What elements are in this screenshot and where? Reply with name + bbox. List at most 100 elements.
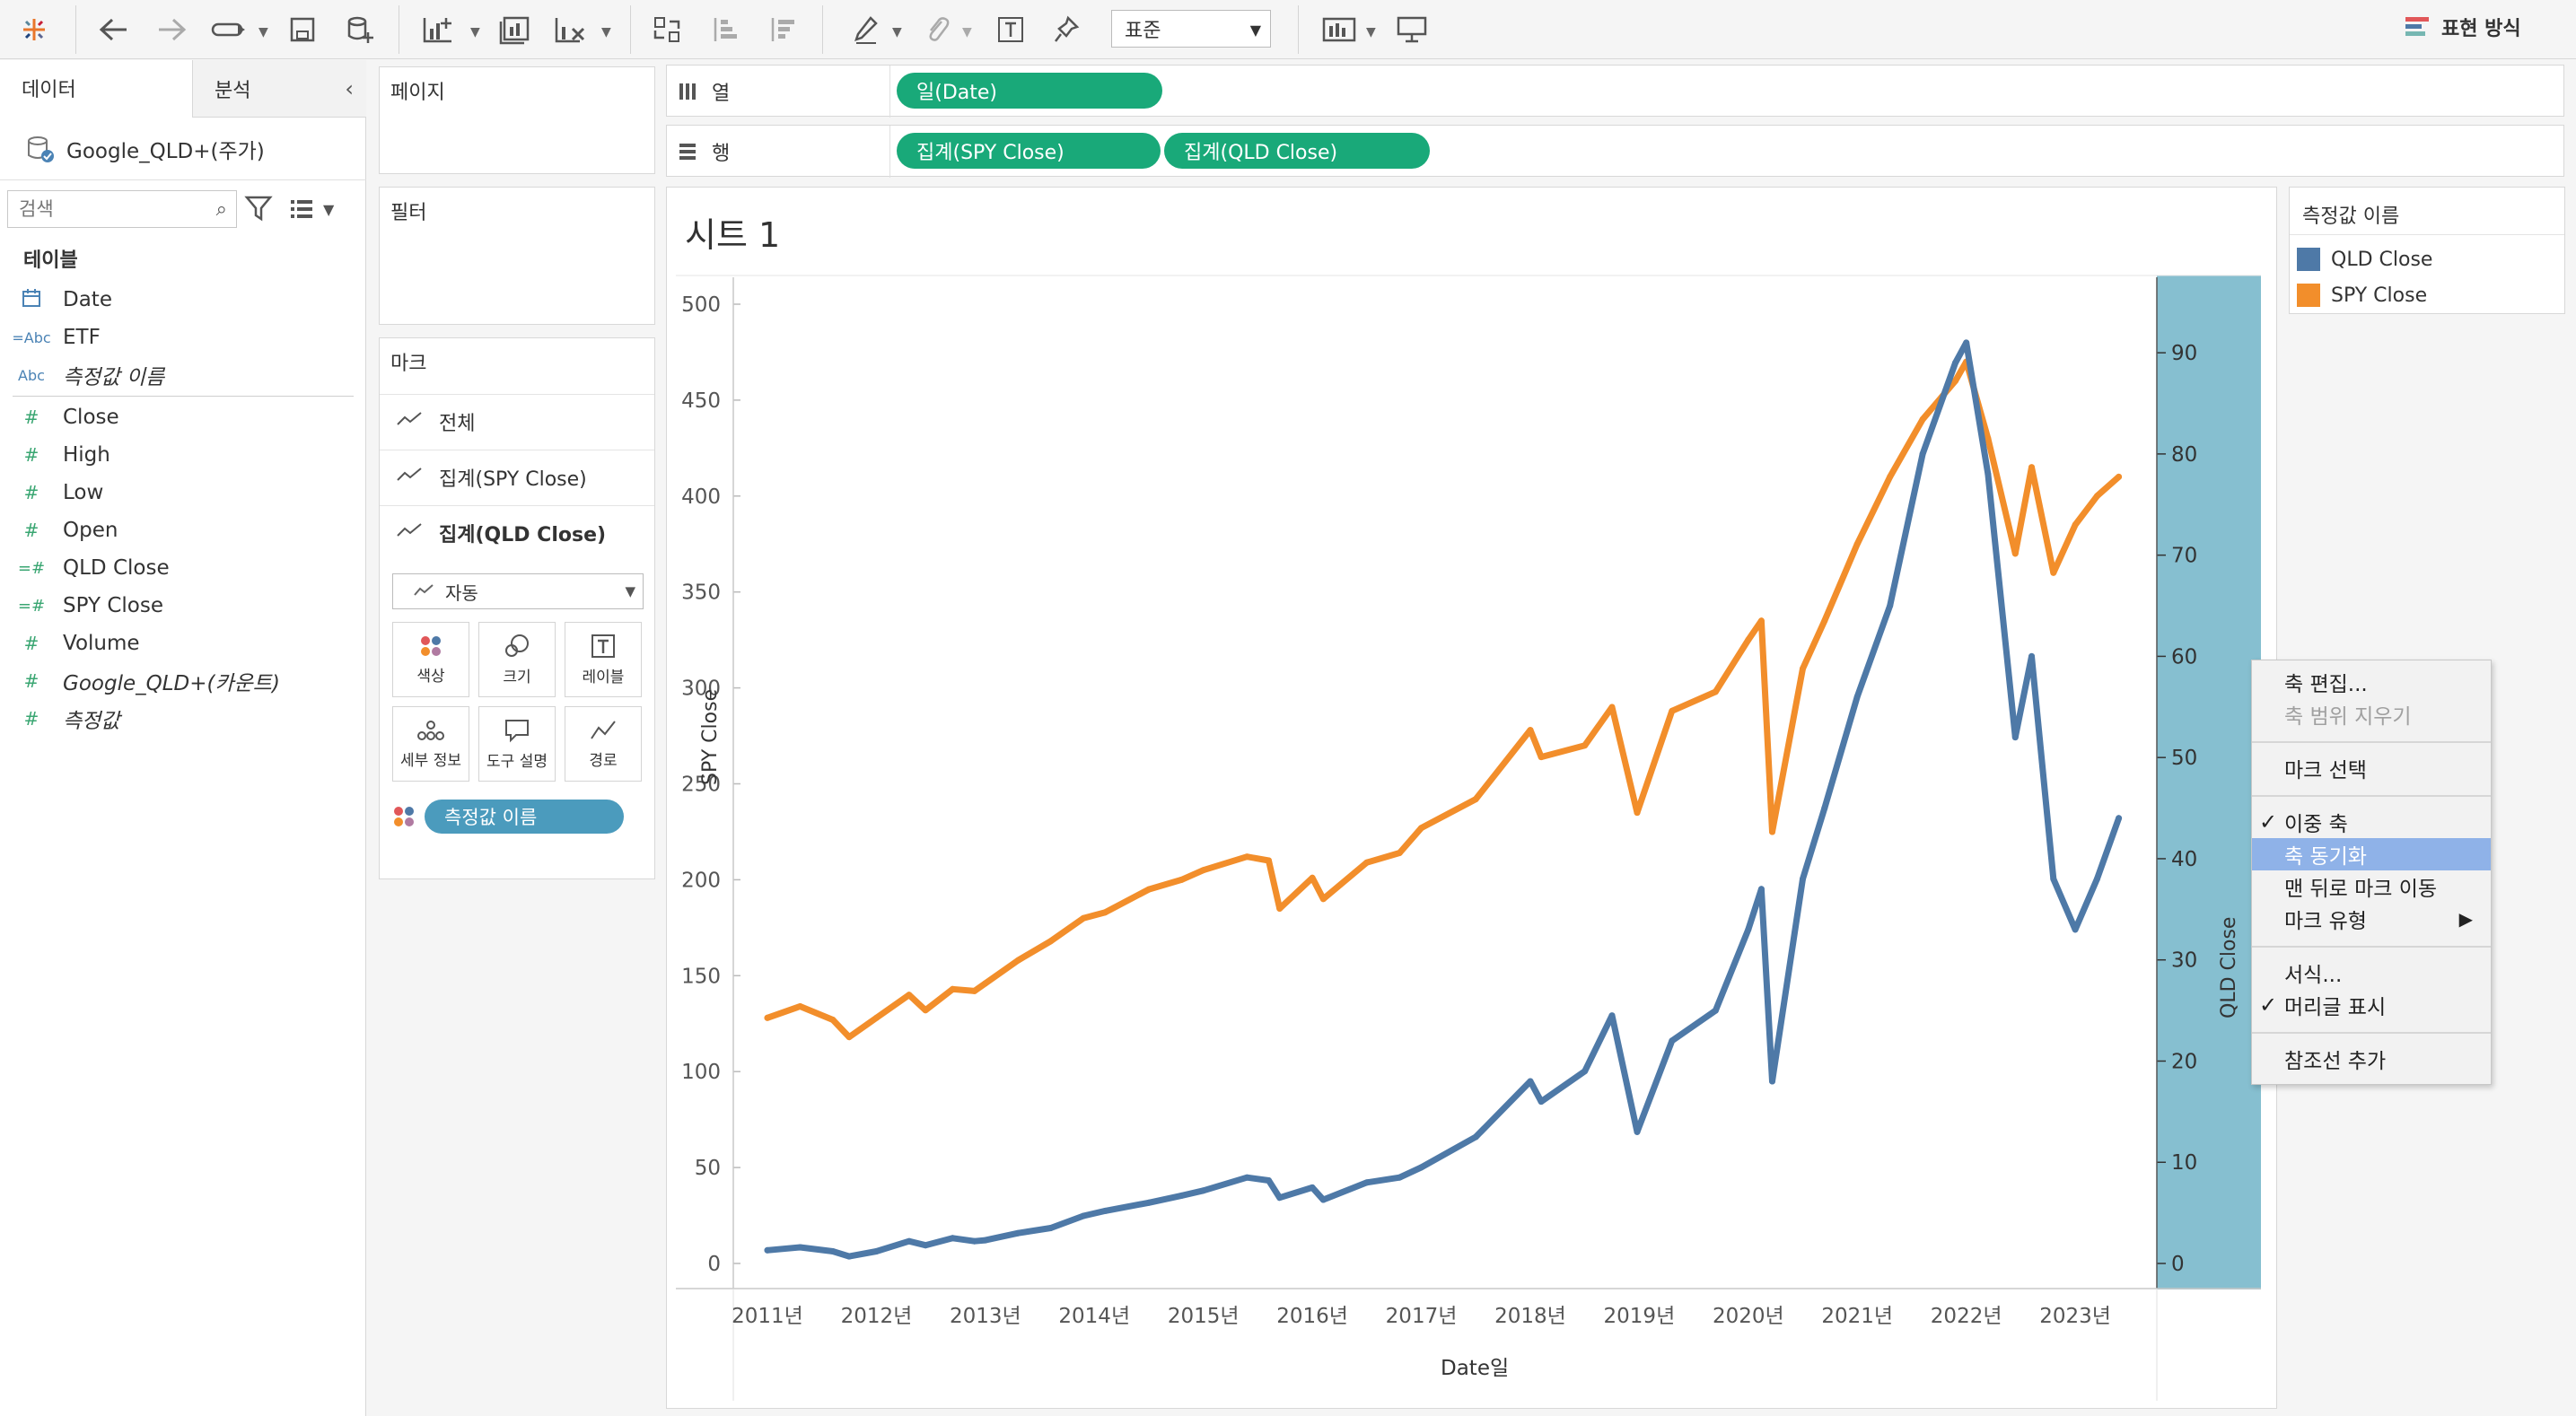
clear-sheet-icon[interactable] xyxy=(549,9,591,50)
rows-shelf[interactable]: 행 집계(SPY Close) 집계(QLD Close) xyxy=(666,125,2564,178)
tableau-logo-icon[interactable] xyxy=(16,9,52,50)
checkmark-icon: ✓ xyxy=(2259,992,2278,1018)
chevron-down-icon[interactable]: ▼ xyxy=(601,25,611,39)
pages-card[interactable]: 페이지 xyxy=(379,66,655,174)
presentation-mode-icon[interactable] xyxy=(1391,9,1433,50)
chevron-down-icon: ▼ xyxy=(1249,22,1261,39)
field-qld-close[interactable]: =# QLD Close xyxy=(0,550,359,586)
data-point xyxy=(1634,1128,1641,1135)
new-worksheet-icon[interactable] xyxy=(416,9,460,50)
worksheet-view: 시트 1 0 50 100 150 200 250 300 350 400 450 500 0 10 20… xyxy=(666,187,2277,1409)
date-pill[interactable]: 일(Date) xyxy=(897,73,1162,109)
qld-close-pill[interactable]: 집계(QLD Close) xyxy=(1164,133,1430,169)
menu-mark-type[interactable]: 마크 유형 ▶ xyxy=(2252,903,2491,935)
field-volume[interactable]: # Volume xyxy=(0,625,359,661)
sort-descending-icon[interactable] xyxy=(763,9,802,50)
y2-tick-label: 0 xyxy=(2171,1253,2185,1276)
search-input[interactable] xyxy=(19,198,198,220)
legend-item-qld[interactable]: QLD Close xyxy=(2297,243,2432,275)
data-point xyxy=(1527,727,1534,734)
legend-item-spy[interactable]: SPY Close xyxy=(2297,279,2427,311)
data-point xyxy=(1608,704,1616,711)
menu-add-reference-line[interactable]: 참조선 추가 xyxy=(2252,1043,2491,1075)
group-paperclip-icon[interactable] xyxy=(919,9,955,50)
data-point xyxy=(1266,857,1272,864)
duplicate-sheet-icon[interactable] xyxy=(494,9,535,50)
tab-data[interactable]: 데이터 xyxy=(0,60,192,118)
color-button[interactable]: 색상 xyxy=(392,622,469,697)
path-button[interactable]: 경로 xyxy=(565,706,642,782)
show-cards-icon[interactable] xyxy=(1318,9,1361,50)
chevron-down-icon[interactable]: ▼ xyxy=(962,25,972,39)
chevron-down-icon[interactable]: ▼ xyxy=(258,25,268,39)
field-measure-names[interactable]: Abc 측정값 이름 xyxy=(0,357,359,393)
marks-spy-tab[interactable]: 집계(SPY Close) xyxy=(380,450,654,503)
field-open[interactable]: # Open xyxy=(0,512,359,548)
field-etf[interactable]: =Abc ETF xyxy=(0,319,359,355)
field-spy-close[interactable]: =# SPY Close xyxy=(0,588,359,624)
sheet-title[interactable]: 시트 1 xyxy=(685,215,781,255)
field-close[interactable]: # Close xyxy=(0,399,359,435)
sort-ascending-icon[interactable] xyxy=(705,9,745,50)
data-point xyxy=(796,1244,803,1251)
line-chart[interactable]: 0 50 100 150 200 250 300 350 400 450 500 0 10 20 30 40 5… xyxy=(667,188,2278,1410)
undo-icon[interactable] xyxy=(93,9,135,50)
detail-button[interactable]: 세부 정보 xyxy=(392,706,469,782)
menu-format[interactable]: 서식... xyxy=(2252,957,2491,989)
spy-close-pill[interactable]: 집계(SPY Close) xyxy=(897,133,1161,169)
menu-edit-axis[interactable]: 축 편집... xyxy=(2252,666,2491,698)
y2-tick-label: 80 xyxy=(2171,443,2197,467)
menu-dual-axis[interactable]: ✓ 이중 축 xyxy=(2252,806,2491,838)
menu-divider xyxy=(2252,741,2491,743)
marks-qld-label: 집계(QLD Close) xyxy=(439,523,607,546)
datasource-item[interactable]: Google_QLD+(주가) xyxy=(0,118,366,180)
mark-type-dropdown[interactable]: 자동 ▼ xyxy=(392,573,644,609)
field-label: Open xyxy=(63,519,118,542)
swap-redo-icon[interactable] xyxy=(206,9,251,50)
menu-synchronize-axis[interactable]: 축 동기화 xyxy=(2252,838,2491,870)
field-low[interactable]: # Low xyxy=(0,475,359,511)
list-view-icon xyxy=(291,200,312,218)
show-me-button[interactable]: 표현 방식 xyxy=(2405,13,2521,41)
filter-icon[interactable] xyxy=(244,193,276,225)
view-options-button[interactable]: ▼ xyxy=(289,195,343,223)
data-point xyxy=(872,1014,880,1021)
number-icon: # xyxy=(23,670,39,692)
menu-show-header[interactable]: ✓ 머리글 표시 xyxy=(2252,989,2491,1021)
chevron-down-icon[interactable]: ▼ xyxy=(1366,25,1376,39)
menu-select-marks[interactable]: 마크 선택 xyxy=(2252,752,2491,784)
selected-right-axis-band[interactable] xyxy=(2157,275,2261,1289)
chevron-down-icon[interactable]: ▼ xyxy=(470,25,480,39)
marks-qld-tab[interactable]: 집계(QLD Close) xyxy=(380,505,654,559)
show-labels-icon[interactable] xyxy=(991,9,1030,50)
color-legend[interactable]: 측정값 이름 QLD Close SPY Close xyxy=(2289,187,2565,314)
size-button[interactable]: 크기 xyxy=(478,622,556,697)
label-button[interactable]: 레이블 xyxy=(565,622,642,697)
menu-move-marks-to-back[interactable]: 맨 뒤로 마크 이동 xyxy=(2252,870,2491,903)
tooltip-button[interactable]: 도구 설명 xyxy=(478,706,556,782)
field-measure-values[interactable]: # 측정값 xyxy=(0,701,359,737)
field-date[interactable]: Date xyxy=(0,282,359,318)
marks-all-tab[interactable]: 전체 xyxy=(380,394,654,448)
new-datasource-icon[interactable] xyxy=(341,9,379,50)
line-mark-icon xyxy=(396,521,423,545)
pin-icon[interactable] xyxy=(1047,9,1086,50)
columns-shelf[interactable]: 열 일(Date) xyxy=(666,65,2564,118)
collapse-chevron-icon[interactable]: ‹ xyxy=(345,75,354,101)
filters-card[interactable]: 필터 xyxy=(379,187,655,325)
fit-dropdown[interactable]: 표준 ▼ xyxy=(1111,10,1271,48)
menu-divider xyxy=(2252,795,2491,797)
swap-rows-columns-icon[interactable] xyxy=(648,9,688,50)
measure-names-pill[interactable]: 측정값 이름 xyxy=(425,800,624,834)
series-layer xyxy=(764,339,2123,1260)
field-count[interactable]: # Google_QLD+(카운트) xyxy=(0,663,359,699)
search-box[interactable]: ⌕ xyxy=(7,190,237,228)
redo-icon[interactable] xyxy=(151,9,192,50)
tab-analysis[interactable]: 분석 ‹ xyxy=(192,60,366,118)
data-point xyxy=(1745,636,1752,643)
chevron-down-icon[interactable]: ▼ xyxy=(892,25,902,39)
field-high[interactable]: # High xyxy=(0,437,359,473)
save-icon[interactable] xyxy=(284,9,321,50)
highlight-pen-icon[interactable] xyxy=(847,9,885,50)
columns-label: 열 xyxy=(712,83,731,105)
